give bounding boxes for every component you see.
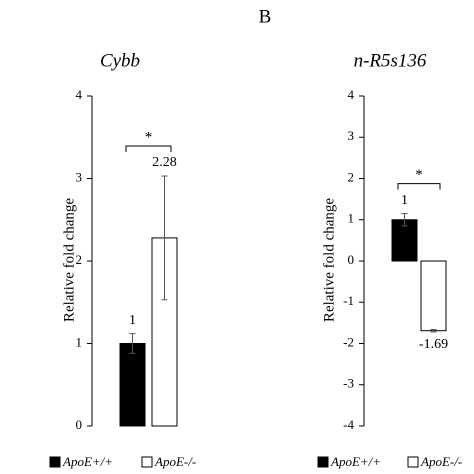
annotation: * [145,129,153,145]
legend-label: ApoE-/- [154,454,196,469]
value-label: -1.69 [419,337,448,352]
bar [420,260,447,332]
y-tick-label: 0 [76,417,83,432]
bar [391,219,418,262]
y-tick-label: -2 [343,334,354,349]
significance-bracket [125,145,172,153]
y-tick-label: -3 [343,376,354,391]
legend-swatch [407,456,419,468]
y-tick-label: 4 [348,87,355,102]
significance-bracket [397,183,441,190]
value-label: 2.28 [152,155,177,170]
value-label: 1 [401,193,408,208]
y-tick-label: 3 [76,169,83,184]
y-tick-label: 0 [348,252,355,267]
legend-label: ApoE+/+ [330,454,381,469]
y-axis-label: Relative fold change [321,198,337,322]
annotation: * [415,167,423,183]
y-tick-label: -4 [343,417,354,432]
panel-label: B [259,6,272,27]
y-tick-label: 2 [348,169,355,184]
y-axis-label: Relative fold change [61,198,77,322]
y-tick-label: 3 [348,128,355,143]
chart-title: n-R5s136 [354,50,427,71]
legend-label: ApoE-/- [420,454,462,469]
y-tick-label: 4 [76,87,83,102]
y-tick-label: 1 [76,334,83,349]
legend-swatch [49,456,61,468]
bar [119,343,146,427]
y-tick-label: -1 [343,293,354,308]
legend-swatch [317,456,329,468]
value-label: 1 [129,313,136,328]
legend-swatch [141,456,153,468]
chart-title: Cybb [100,50,140,71]
y-tick-label: 1 [348,211,355,226]
y-tick-label: 2 [76,252,83,267]
legend-label: ApoE+/+ [62,454,113,469]
